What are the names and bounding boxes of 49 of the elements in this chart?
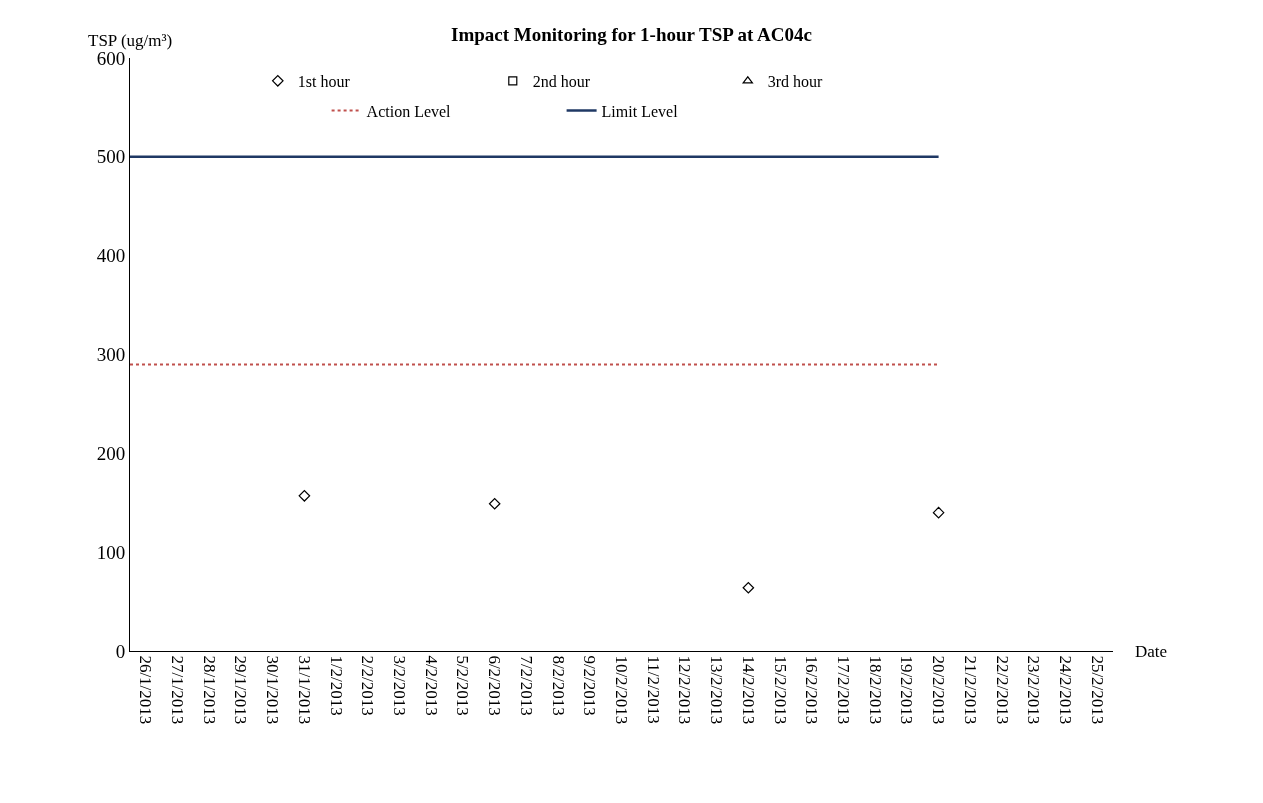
point bbox=[298, 490, 311, 502]
x-tick-label: 16/2/2013 bbox=[802, 655, 822, 725]
legend-label: Action Level bbox=[366, 102, 452, 120]
x-tick-label: 13/2/2013 bbox=[707, 655, 727, 725]
x-tick-label: 20/2/2013 bbox=[929, 655, 949, 725]
x-tick-label: 22/2/2013 bbox=[992, 655, 1012, 725]
legend-label: 2nd hour bbox=[532, 73, 591, 91]
x-tick-label: 29/1/2013 bbox=[231, 655, 251, 725]
x-tick-label: 2/2/2013 bbox=[358, 655, 378, 716]
point bbox=[742, 581, 755, 594]
x-tick-label: 14/2/2013 bbox=[738, 655, 758, 725]
x-tick-label: 28/1/2013 bbox=[199, 655, 219, 725]
x-tick-label: 7/2/2013 bbox=[516, 655, 536, 716]
y-tick-label: 0 bbox=[115, 640, 126, 662]
x-tick-label: 21/2/2013 bbox=[960, 655, 980, 725]
x-tick-label: 30/1/2013 bbox=[263, 655, 283, 725]
x-tick-label: 12/2/2013 bbox=[675, 655, 695, 725]
y-tick-label: 100 bbox=[96, 541, 126, 563]
x-tick-label: 3/2/2013 bbox=[390, 655, 410, 716]
x-tick-label: 4/2/2013 bbox=[421, 655, 441, 716]
x-tick-label: 23/2/2013 bbox=[1024, 655, 1044, 725]
x-tick-label: 6/2/2013 bbox=[485, 655, 505, 716]
x-tick-label: 24/2/2013 bbox=[1055, 655, 1075, 725]
x-tick-label: 19/2/2013 bbox=[897, 655, 917, 725]
y-axis-title: TSP (ug/m³) bbox=[88, 31, 173, 50]
x-tick-label: 10/2/2013 bbox=[611, 655, 631, 725]
x-tick-label: 1/2/2013 bbox=[326, 655, 346, 716]
x-tick-label: 5/2/2013 bbox=[453, 655, 473, 716]
legend-label: 1st hour bbox=[297, 73, 351, 91]
x-tick-label: 8/2/2013 bbox=[548, 655, 568, 716]
x-tick-label: 15/2/2013 bbox=[770, 655, 790, 725]
x-tick-label: 11/2/2013 bbox=[643, 655, 663, 724]
x-tick-label: 17/2/2013 bbox=[833, 655, 853, 725]
y-tick-label: 300 bbox=[96, 344, 126, 366]
y-tick-label: 200 bbox=[96, 442, 126, 464]
x-tick-label: 27/1/2013 bbox=[168, 655, 188, 725]
x-tick-label: 26/1/2013 bbox=[136, 655, 156, 725]
x-axis-title: Date bbox=[1135, 642, 1168, 661]
point bbox=[932, 506, 945, 519]
y-tick-label: 500 bbox=[96, 146, 126, 168]
x-tick-label: 18/2/2013 bbox=[865, 655, 885, 725]
y-tick-label: 400 bbox=[96, 245, 126, 267]
point bbox=[488, 497, 501, 510]
chart-title: Impact Monitoring for 1-hour TSP at AC04c bbox=[450, 24, 813, 46]
legend-label: 3rd hour bbox=[767, 73, 824, 91]
legend-label: Limit Level bbox=[601, 102, 679, 120]
x-tick-label: 25/2/2013 bbox=[1087, 655, 1107, 725]
x-tick-label: 31/1/2013 bbox=[294, 655, 314, 725]
x-tick-label: 9/2/2013 bbox=[580, 655, 600, 716]
